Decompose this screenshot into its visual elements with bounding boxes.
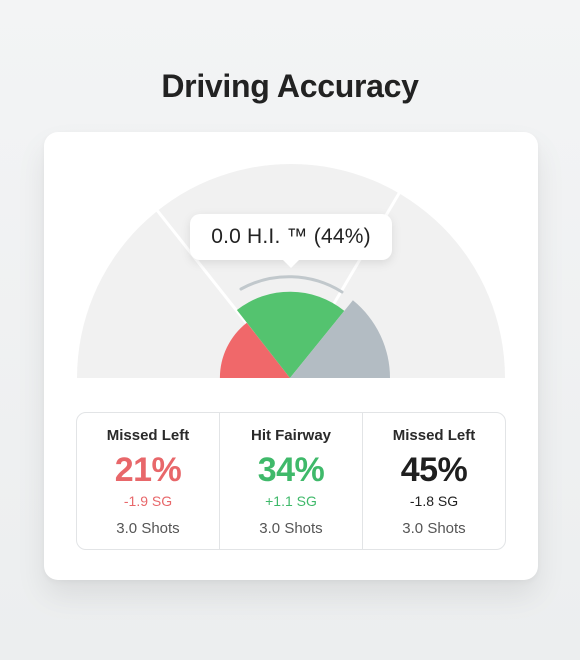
stat-strokes-gained: +1.1 SG bbox=[265, 493, 317, 509]
stat-hit-fairway: Hit Fairway 34% +1.1 SG 3.0 Shots bbox=[220, 413, 363, 549]
stat-shots: 3.0 Shots bbox=[402, 520, 466, 537]
gauge-background bbox=[77, 164, 505, 378]
stat-missed-left: Missed Left 21% -1.9 SG 3.0 Shots bbox=[77, 413, 220, 549]
driving-accuracy-card: 0.0 H.I. ™ (44%) Missed Left 21% -1.9 SG… bbox=[44, 132, 538, 580]
gauge-guide-arc bbox=[239, 275, 344, 294]
gauge-tooltip: 0.0 H.I. ™ (44%) bbox=[190, 214, 392, 268]
stat-strokes-gained: -1.8 SG bbox=[409, 493, 459, 509]
stat-shots: 3.0 Shots bbox=[116, 520, 180, 537]
page-title: Driving Accuracy bbox=[161, 68, 419, 104]
stat-label: Missed Left bbox=[392, 427, 476, 444]
gauge-segment-missed-right bbox=[290, 300, 390, 378]
stat-percent: 34% bbox=[257, 451, 325, 489]
accuracy-gauge bbox=[77, 164, 505, 379]
stat-strokes-gained: -1.9 SG bbox=[123, 493, 173, 509]
gauge-segment-hit-fairway bbox=[236, 291, 345, 378]
stat-percent: 21% bbox=[114, 451, 182, 489]
stat-percent: 45% bbox=[400, 451, 468, 489]
stats-table: Missed Left 21% -1.9 SG 3.0 Shots Hit Fa… bbox=[76, 412, 506, 550]
stat-label: Missed Left bbox=[106, 427, 190, 444]
gauge-segment-missed-left bbox=[219, 322, 290, 378]
stat-label: Hit Fairway bbox=[250, 427, 332, 444]
stat-shots: 3.0 Shots bbox=[259, 520, 323, 537]
stat-missed-right: Missed Left 45% -1.8 SG 3.0 Shots bbox=[363, 413, 505, 549]
